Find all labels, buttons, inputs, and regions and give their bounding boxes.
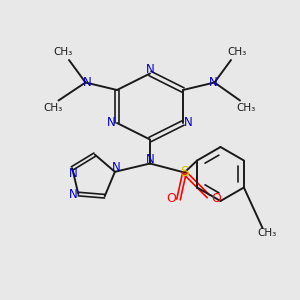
Text: CH₃: CH₃ bbox=[257, 227, 277, 238]
Text: N: N bbox=[146, 63, 154, 76]
Text: N: N bbox=[112, 161, 121, 174]
Text: N: N bbox=[146, 153, 154, 167]
Text: N: N bbox=[184, 116, 193, 130]
Text: CH₃: CH₃ bbox=[43, 103, 62, 113]
Text: N: N bbox=[107, 116, 116, 130]
Text: O: O bbox=[166, 191, 176, 205]
Text: CH₃: CH₃ bbox=[53, 47, 73, 58]
Text: N: N bbox=[69, 188, 77, 201]
Text: N: N bbox=[82, 76, 91, 89]
Text: N: N bbox=[208, 76, 217, 89]
Text: CH₃: CH₃ bbox=[227, 47, 247, 58]
Text: S: S bbox=[180, 166, 189, 179]
Text: CH₃: CH₃ bbox=[236, 103, 256, 113]
Text: N: N bbox=[69, 167, 78, 180]
Text: O: O bbox=[211, 191, 221, 205]
